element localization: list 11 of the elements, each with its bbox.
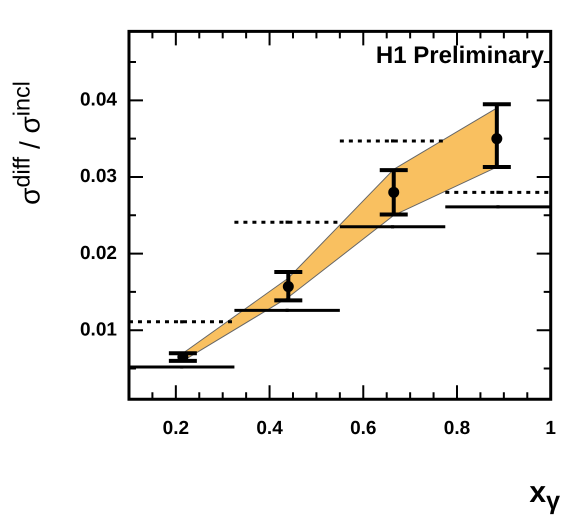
x-tick-label: 0.8 <box>444 418 470 439</box>
x-tick-label: 1 <box>545 418 556 439</box>
x-tick-label: 0.2 <box>162 418 190 439</box>
x-axis-title: x$_{γ}$ <box>529 476 560 517</box>
x-tick-label: 0.4 <box>256 418 284 439</box>
annotation: H1 Preliminary <box>376 42 544 70</box>
y-tick-label: 0.03 <box>80 166 117 188</box>
y-tick-label: 0.01 <box>80 319 118 340</box>
y-tick-label: 0.02 <box>80 242 117 264</box>
y-tick-label: 0.04 <box>80 90 118 111</box>
x-tick-label: 0.6 <box>350 418 376 439</box>
